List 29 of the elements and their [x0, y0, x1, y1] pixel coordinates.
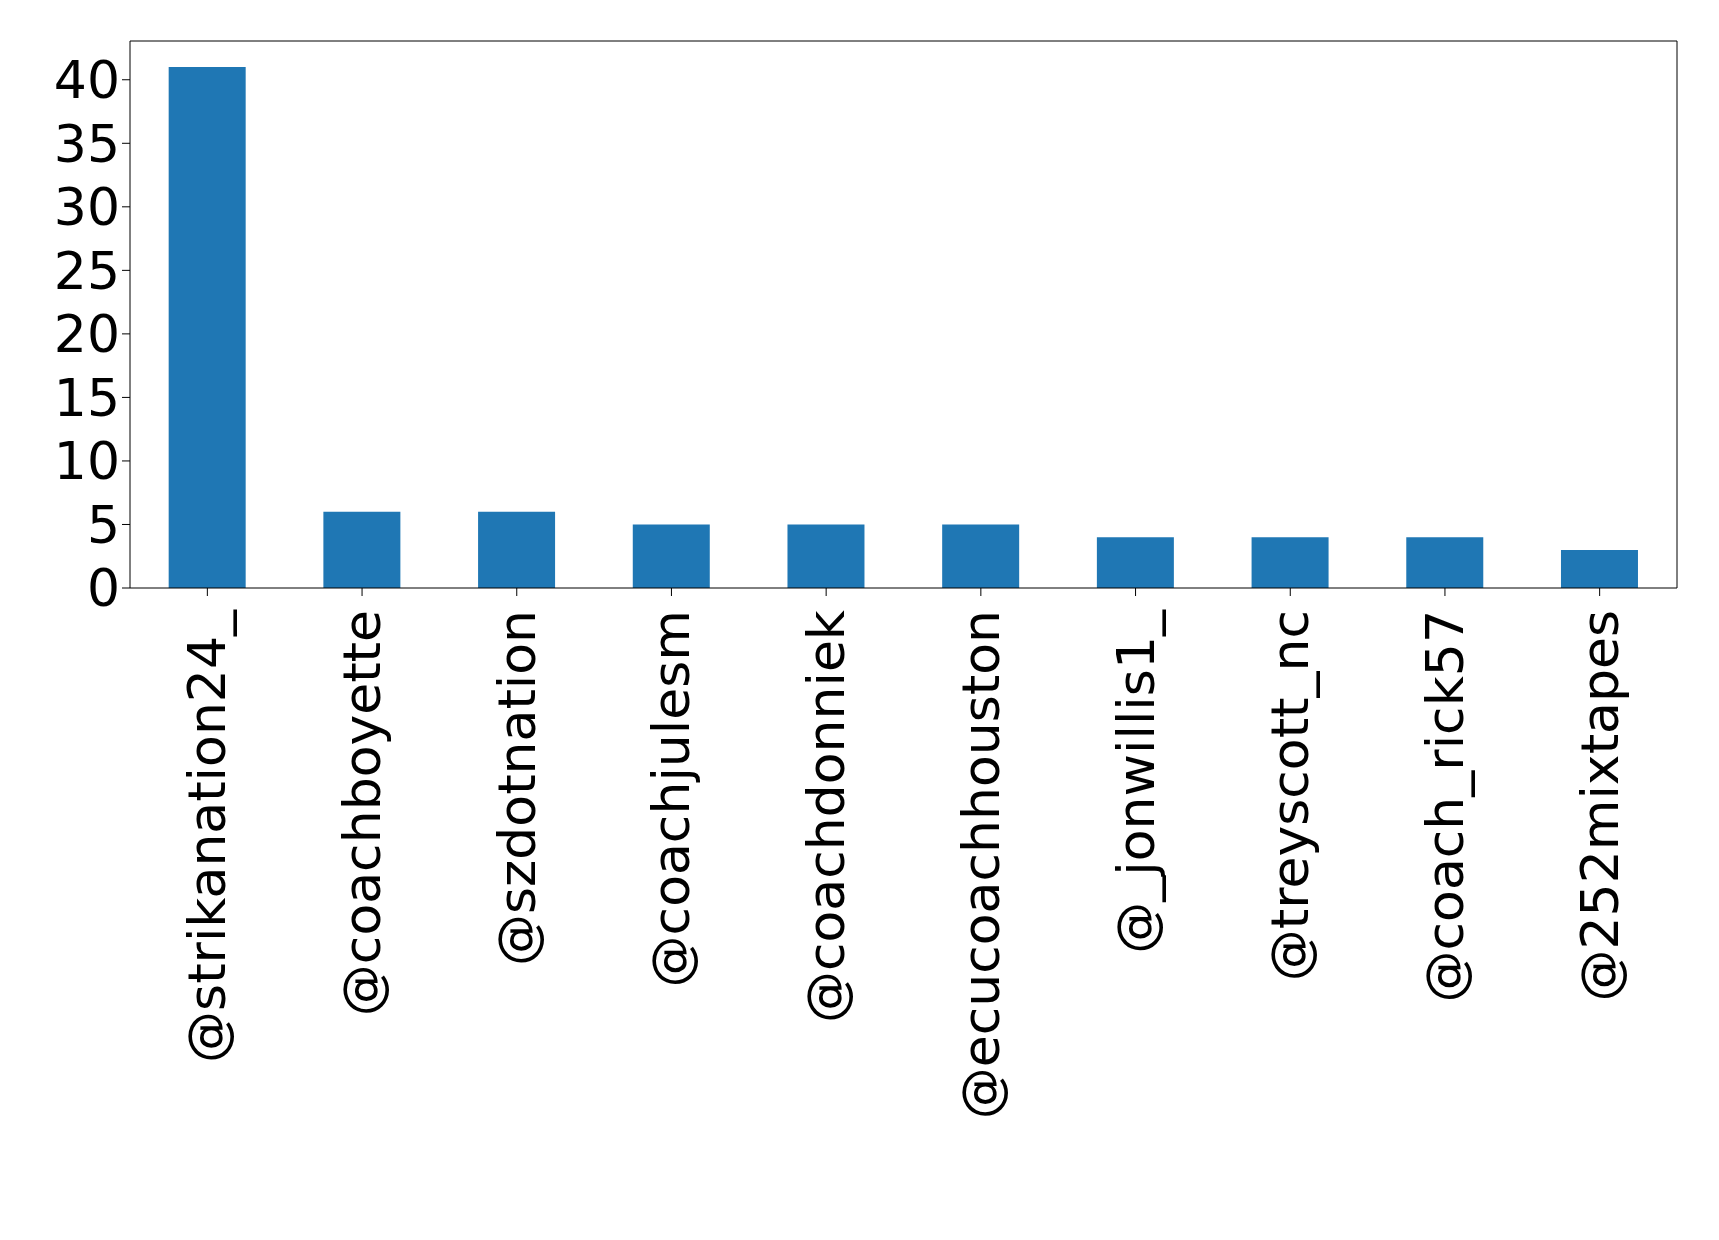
x-tick-label: @treyscott_nc — [1260, 610, 1321, 982]
x-tick-label: @coachdonniek — [796, 610, 857, 1024]
x-tick-label: @ecucoachhouston — [950, 610, 1011, 1120]
bar — [1560, 549, 1638, 588]
x-tick-label: @szdotnation — [486, 610, 547, 967]
y-tick-label: 10 — [53, 431, 120, 492]
y-tick-label: 35 — [53, 113, 120, 174]
x-tick-label: @coach_rick57 — [1414, 610, 1475, 1003]
y-tick-label: 20 — [53, 304, 120, 365]
y-tick-label: 0 — [86, 558, 120, 619]
y-tick-label: 30 — [53, 177, 120, 238]
bar — [787, 524, 865, 588]
bar — [1096, 537, 1174, 588]
y-tick-label: 40 — [53, 50, 120, 111]
x-tick-label: @coachjulesm — [641, 610, 702, 988]
x-tick-label: @_jonwillis1_ — [1105, 609, 1166, 954]
bar — [323, 511, 401, 588]
bar — [942, 524, 1020, 588]
y-tick-label: 25 — [53, 240, 120, 301]
x-tick-label: @252mixtapes — [1569, 610, 1630, 1002]
y-tick-label: 5 — [86, 494, 120, 555]
y-tick-label: 15 — [53, 367, 120, 428]
bar — [478, 511, 556, 588]
bar — [1251, 537, 1329, 588]
bar — [632, 524, 710, 588]
x-tick-label: @strikanation24_ — [177, 609, 238, 1063]
x-tick-label: @coachboyette — [332, 610, 393, 1017]
bar — [1406, 537, 1484, 588]
bar — [168, 67, 246, 588]
